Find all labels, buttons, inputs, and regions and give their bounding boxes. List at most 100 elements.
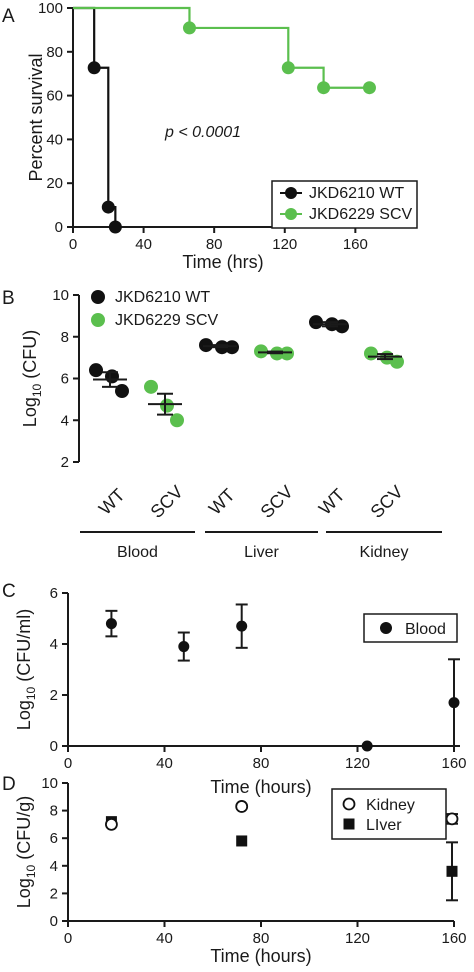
panel-b-legend-marker — [91, 290, 105, 304]
panel-b-point-scv — [160, 398, 174, 413]
panel-a-point-scv — [182, 21, 196, 35]
panel-b-point-wt — [89, 363, 103, 378]
panel-c-y-tick-label: 0 — [50, 738, 58, 755]
panel-a-x-tick-label: 0 — [69, 236, 77, 253]
panel-b-point-scv — [280, 346, 294, 361]
panel-b-y-tick-label: 6 — [61, 371, 69, 388]
panel-d-legend-label: Kidney — [366, 797, 415, 814]
panel-d-point-kidney — [235, 800, 249, 813]
panel-c-x-tick-label: 160 — [441, 755, 466, 772]
panel-d-y-tick-label: 2 — [50, 885, 58, 902]
panel-a-y-tick-label: 0 — [55, 219, 63, 236]
panel-a-point-wt — [101, 200, 115, 214]
panel-b-y-tick-label: 4 — [61, 412, 69, 429]
panel-d-x-tick-label: 120 — [345, 930, 370, 947]
panel-a-point-scv — [317, 81, 331, 95]
panel-c-legend-label: Blood — [405, 621, 446, 638]
panel-b-point-scv — [254, 344, 268, 359]
panel-b-point-wt — [115, 384, 129, 399]
panel-a-x-tick-label: 80 — [206, 236, 223, 253]
panel-b-point-scv — [170, 413, 184, 428]
panel-a-x-axis-label: Time (hrs) — [182, 252, 263, 272]
panel-a-point-scv — [362, 81, 376, 95]
panel-b-legend-marker — [91, 313, 105, 327]
panel-c-legend-box — [363, 613, 458, 643]
panel-b-legend-label: JKD6210 WT — [115, 289, 210, 306]
panel-b-y-tick-label: 10 — [52, 287, 69, 304]
panel-c-point — [105, 618, 117, 630]
panel-d-x-axis-label: Time (hours) — [210, 946, 311, 966]
panel-b-point-wt — [199, 338, 213, 353]
panel-a-point-scv — [281, 61, 295, 75]
panel-b-point-scv — [364, 346, 378, 361]
panel-b-point-wt — [309, 315, 323, 330]
panel-a-y-tick-label: 100 — [38, 0, 63, 17]
panel-b-group-label: Kidney — [360, 544, 409, 561]
panel-c-label: C — [2, 581, 16, 602]
panel-d-y-axis-label: Log10 (CFU/g) — [14, 796, 38, 908]
panel-d-x-tick-label: 0 — [64, 930, 72, 947]
panel-d-point-kidney — [445, 812, 459, 826]
panel-c-x-tick-label: 40 — [156, 755, 173, 772]
panel-d-legend-label: LIver — [366, 817, 402, 834]
panel-b-category-label: WT — [95, 485, 129, 519]
panel-a-survival-line-wt — [73, 6, 117, 227]
panel-b-point-scv — [390, 354, 404, 369]
panel-d-y-tick-label: 8 — [50, 803, 58, 820]
panel-b-point-scv — [144, 379, 158, 394]
panel-a-x-tick-label: 160 — [343, 236, 368, 253]
panel-a-legend-marker — [285, 208, 297, 220]
panel-c-y-tick-label: 6 — [50, 585, 58, 602]
panel-d-y-tick-label: 0 — [50, 913, 58, 930]
panel-c-point — [448, 697, 460, 709]
panel-b-point-wt — [225, 340, 239, 355]
panel-c-x-axis-label: Time (hours) — [210, 777, 311, 797]
panel-d-x-tick-label: 160 — [441, 930, 466, 947]
panel-a-label: A — [2, 6, 15, 27]
panel-a-x-tick-label: 40 — [135, 236, 152, 253]
panel-a-y-tick-label: 40 — [46, 131, 63, 148]
panel-b-category-label: WT — [205, 485, 239, 519]
panel-c-point — [361, 740, 373, 752]
panel-a-y-tick-label: 60 — [46, 88, 63, 105]
panel-b-y-tick-label: 8 — [61, 329, 69, 346]
panel-b-legend-label: JKD6229 SCV — [115, 312, 218, 329]
panel-a-y-axis-label: Percent survival — [26, 53, 46, 181]
panel-a-survival-line-scv — [73, 6, 370, 89]
panel-a-point-wt — [87, 61, 101, 75]
panel-d-point-liver — [236, 835, 248, 847]
panel-d-legend-box — [331, 788, 447, 840]
panel-c-legend-marker — [380, 622, 392, 634]
panel-d-y-tick-label: 6 — [50, 830, 58, 847]
panel-b-label: B — [2, 288, 15, 309]
panel-d-point-liver — [446, 865, 458, 877]
panel-d-x-tick-label: 80 — [253, 930, 270, 947]
panel-a-p-value: p < 0.0001 — [164, 124, 241, 141]
panel-c-y-axis-label: Log10 (CFU/ml) — [14, 609, 38, 730]
panel-b-category-label: SCV — [147, 482, 187, 522]
panel-a-legend-label: JKD6229 SCV — [309, 206, 412, 223]
panel-b-y-axis-label: Log10 (CFU) — [20, 330, 44, 427]
panel-b-y-tick-label: 2 — [61, 454, 69, 471]
panel-d-x-tick-label: 40 — [156, 930, 173, 947]
panel-a-legend-box — [271, 180, 418, 229]
panel-d-point-kidney — [105, 818, 118, 831]
panel-b-category-label: SCV — [367, 482, 407, 522]
panel-c-y-tick-label: 2 — [50, 687, 58, 704]
panel-a-legend-marker — [285, 187, 297, 199]
panel-c-point — [178, 641, 190, 653]
panel-c-y-tick-label: 4 — [50, 636, 58, 653]
panel-d-y-tick-label: 10 — [41, 775, 58, 792]
panel-a-legend-label: JKD6210 WT — [309, 185, 404, 202]
panel-c-x-tick-label: 80 — [253, 755, 270, 772]
panel-c-point — [236, 620, 248, 632]
panel-d-label: D — [2, 774, 16, 795]
panel-d-legend-marker-liver — [343, 818, 355, 830]
panel-c-x-tick-label: 0 — [64, 755, 72, 772]
panel-d-y-tick-label: 4 — [50, 858, 58, 875]
panel-a-point-wt — [108, 220, 122, 234]
panel-b-point-wt — [335, 319, 349, 334]
panel-c-x-tick-label: 120 — [345, 755, 370, 772]
panel-a-x-tick-label: 120 — [272, 236, 297, 253]
